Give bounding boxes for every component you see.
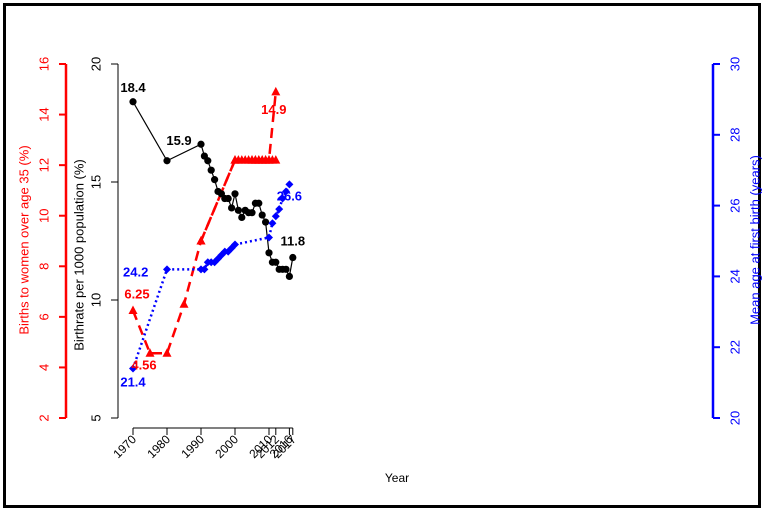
data-label: 18.4 xyxy=(120,80,146,95)
left-outer-axis-tick-label: 12 xyxy=(37,158,52,172)
data-label: 4.56 xyxy=(131,357,156,372)
series-point xyxy=(285,180,294,189)
left-outer-axis-title: Births to women over age 35 (%) xyxy=(17,145,32,334)
series-point xyxy=(258,211,266,219)
series-point xyxy=(163,157,171,165)
right-axis-title: Mean age at first birth (years) xyxy=(748,155,763,325)
series-point xyxy=(200,265,209,274)
series-point xyxy=(162,348,172,357)
series-point xyxy=(197,140,205,148)
right-axis-tick-label: 20 xyxy=(728,411,743,425)
series-point xyxy=(289,253,297,262)
series-line-3 xyxy=(131,183,291,369)
data-label: 6.25 xyxy=(124,287,149,302)
left-outer-axis-tick-label: 10 xyxy=(37,208,52,222)
chart-frame xyxy=(3,3,761,508)
left-inner-axis-tick-label: 10 xyxy=(89,293,104,307)
series-point xyxy=(129,98,137,106)
series-point xyxy=(271,155,281,164)
series-point xyxy=(145,348,155,357)
series-point xyxy=(268,219,277,228)
series-point xyxy=(128,305,138,315)
left-outer-axis-tick-label: 14 xyxy=(37,107,52,121)
series-point xyxy=(204,157,212,165)
series-point xyxy=(264,155,274,164)
series-point xyxy=(179,299,189,308)
x-axis-tick-label: 1980 xyxy=(144,432,173,461)
series-point xyxy=(282,265,290,273)
series-point xyxy=(163,265,171,274)
series-point xyxy=(211,176,219,184)
left-outer-axis-tick-label: 6 xyxy=(37,313,52,320)
right-axis-tick-label: 24 xyxy=(728,269,743,283)
right-axis-tick-label: 28 xyxy=(728,128,743,142)
data-label: 15.9 xyxy=(166,133,191,148)
series-point xyxy=(265,233,273,242)
series-point xyxy=(238,213,246,221)
series-point xyxy=(231,240,239,249)
right-axis-tick-label: 22 xyxy=(728,340,743,354)
left-outer-axis-tick-label: 4 xyxy=(37,364,52,371)
x-axis-tick-label: 1970 xyxy=(110,432,139,461)
series-point xyxy=(271,212,280,221)
left-inner-axis-tick-label: 15 xyxy=(89,175,104,189)
series-point xyxy=(196,236,206,245)
left-outer-axis-tick-label: 8 xyxy=(37,263,52,270)
series-point xyxy=(228,204,236,212)
series-point xyxy=(275,205,284,214)
x-axis-title: Year xyxy=(385,471,409,485)
series-point xyxy=(207,166,215,174)
left-inner-axis-title: Birthrate per 1000 population (%) xyxy=(72,159,87,351)
data-label: 14.9 xyxy=(261,102,286,117)
x-axis-tick-label: 2000 xyxy=(212,432,241,461)
data-label: 24.2 xyxy=(123,264,148,279)
data-label: 11.8 xyxy=(281,234,306,249)
right-axis-tick-label: 26 xyxy=(728,198,743,212)
series-line-0 xyxy=(131,158,276,355)
series-point xyxy=(255,199,263,207)
left-outer-axis-tick-label: 2 xyxy=(37,414,52,421)
left-inner-axis-tick-label: 20 xyxy=(89,57,104,71)
series-point xyxy=(224,194,232,203)
left-inner-axis-tick-label: 5 xyxy=(89,414,104,421)
series-point xyxy=(285,272,293,280)
series-point xyxy=(262,218,270,226)
x-axis-tick-label: 1990 xyxy=(178,432,207,461)
series-point xyxy=(278,194,287,203)
series-point xyxy=(272,258,280,266)
series-point xyxy=(265,249,273,257)
data-label: 21.4 xyxy=(120,374,146,389)
series-point xyxy=(231,190,239,198)
series-point xyxy=(271,86,281,96)
series-point xyxy=(129,364,137,373)
series-point xyxy=(282,187,290,196)
left-outer-axis-tick-label: 16 xyxy=(37,57,52,71)
series-point xyxy=(248,209,256,217)
series-point xyxy=(234,206,242,214)
right-axis-tick-label: 30 xyxy=(728,57,743,71)
data-label: 26.6 xyxy=(277,188,302,203)
